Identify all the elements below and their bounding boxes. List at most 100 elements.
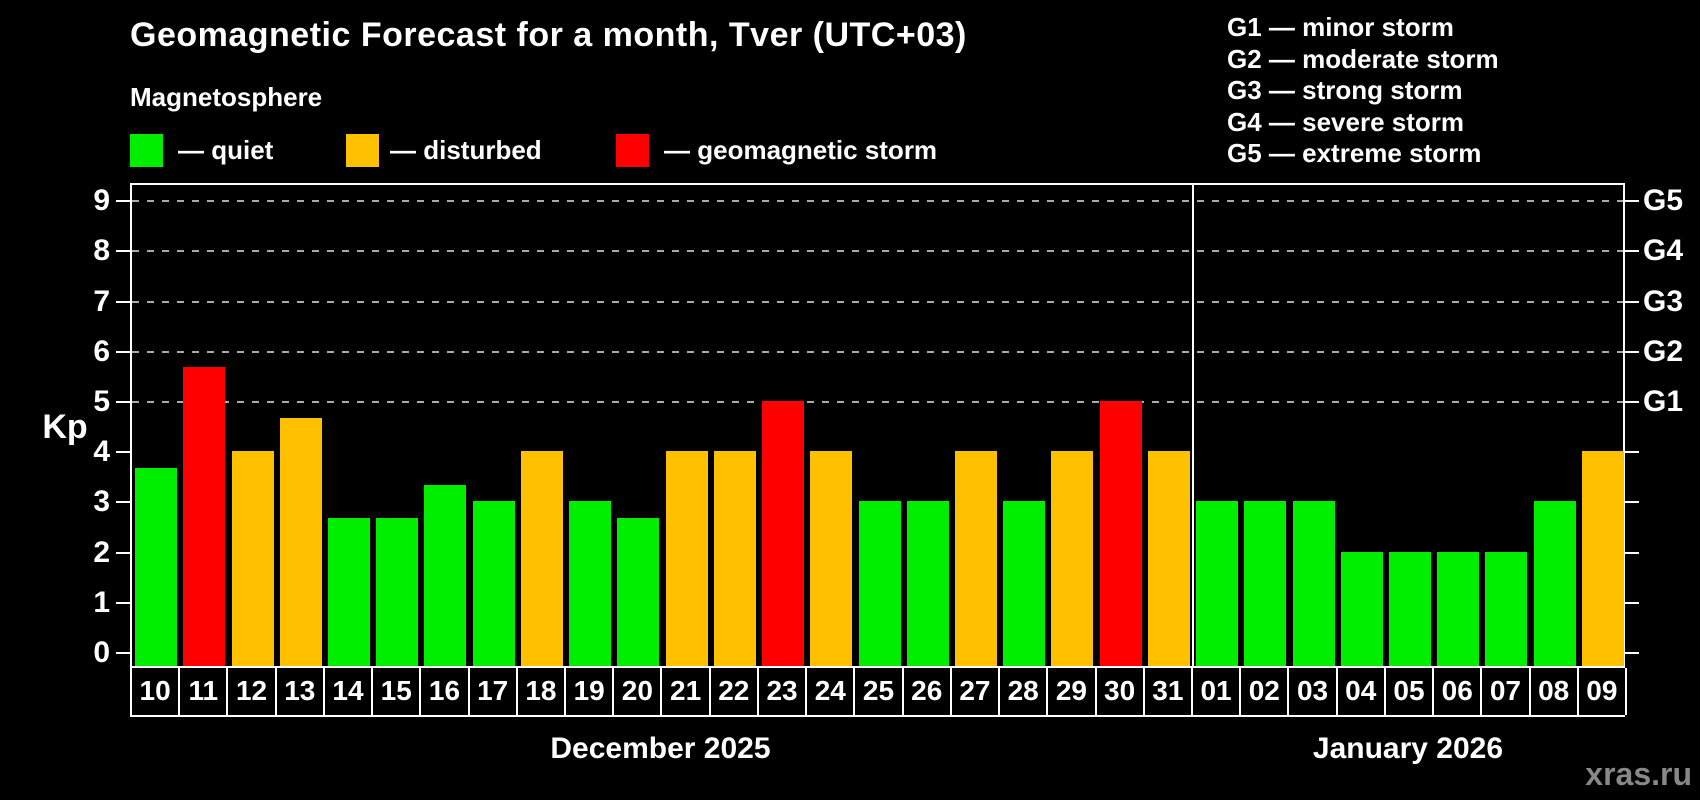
y-tick-label-8: 8 — [93, 234, 110, 268]
date-cell-22: 22 — [711, 668, 759, 715]
date-cell-31: 31 — [1145, 668, 1193, 715]
left-tick-kp8 — [116, 250, 130, 253]
kp-bar-19 — [569, 501, 612, 666]
chart-title: Geomagnetic Forecast for a month, Tver (… — [130, 16, 967, 54]
kp-bar-16 — [424, 484, 467, 666]
kp-bar-12 — [231, 451, 274, 666]
date-cell-23: 23 — [759, 668, 808, 715]
date-cell-11: 11 — [180, 668, 229, 715]
date-cell-12: 12 — [228, 668, 277, 715]
kp-bar-06 — [1437, 551, 1480, 666]
kp-bar-22 — [713, 451, 756, 666]
month-label-december: December 2025 — [550, 732, 771, 765]
date-cell-04: 04 — [1338, 668, 1386, 715]
plot-area — [130, 183, 1625, 668]
right-tick-kp9 — [1625, 200, 1639, 203]
y-tick-label-4: 4 — [93, 435, 110, 469]
disturbed-legend-label: — disturbed — [390, 135, 542, 165]
kp-bar-08 — [1533, 501, 1576, 666]
g-axis-label-G2: G2 — [1643, 334, 1684, 368]
y-axis-title: Kp — [42, 408, 88, 446]
date-cell-24: 24 — [807, 668, 856, 715]
g-axis-label-G1: G1 — [1643, 385, 1684, 418]
left-tick-kp1 — [116, 601, 130, 604]
date-cell-07: 07 — [1482, 668, 1531, 715]
date-cell-01: 01 — [1193, 668, 1242, 715]
quiet-legend-swatch — [130, 134, 163, 167]
date-cell-14: 14 — [325, 668, 374, 715]
g-axis-label-G5: G5 — [1643, 184, 1684, 218]
quiet-legend-label: — quiet — [178, 135, 274, 165]
g-scale-legend: G1 — minor storm G2 — moderate storm G3 … — [1227, 12, 1499, 168]
left-tick-kp6 — [116, 350, 130, 353]
x-axis-date-row: 10 11 12 13 14 15 16 17 18 19 20 21 22 23 24 25 26 27 28 29… — [130, 668, 1627, 717]
g-axis-label-G4: G4 — [1643, 234, 1684, 268]
kp-bar-20 — [617, 517, 660, 666]
date-cell-29: 29 — [1048, 668, 1097, 715]
date-cell-09: 09 — [1579, 668, 1627, 715]
storm-legend-label: — geomagnetic storm — [664, 135, 938, 165]
date-cell-25: 25 — [855, 668, 904, 715]
left-tick-kp0 — [116, 652, 130, 654]
kp-bar-03 — [1292, 501, 1335, 666]
kp-bar-13 — [279, 417, 322, 666]
month-divider — [1191, 185, 1194, 666]
date-cell-21: 21 — [662, 668, 711, 715]
kp-bar-04 — [1340, 551, 1383, 666]
y-tick-label-9: 9 — [93, 184, 110, 218]
right-tick-kp0 — [1625, 652, 1639, 654]
right-tick-kp4 — [1625, 451, 1639, 454]
date-cell-10: 10 — [132, 668, 181, 715]
left-tick-kp4 — [116, 451, 130, 454]
storm-legend-swatch — [616, 134, 649, 167]
kp-bar-17 — [472, 501, 515, 666]
gridline-kp6 — [132, 350, 1623, 353]
disturbed-legend-swatch — [346, 134, 379, 167]
kp-bar-11 — [183, 367, 226, 666]
left-tick-kp2 — [116, 551, 130, 554]
magnetosphere-label: Magnetosphere — [130, 82, 323, 112]
left-tick-kp5 — [116, 401, 130, 403]
gridline-kp9 — [132, 200, 1623, 203]
y-tick-label-3: 3 — [93, 485, 110, 519]
date-cell-15: 15 — [373, 668, 422, 715]
kp-bar-14 — [328, 517, 371, 666]
kp-bar-02 — [1244, 501, 1287, 666]
right-tick-kp6 — [1625, 350, 1639, 353]
kp-bar-24 — [810, 451, 853, 666]
watermark: xras.ru — [1585, 756, 1692, 792]
gridline-kp7 — [132, 300, 1623, 303]
kp-bar-07 — [1485, 551, 1528, 666]
right-tick-kp1 — [1625, 601, 1639, 604]
right-tick-kp5 — [1625, 401, 1639, 403]
right-tick-kp2 — [1625, 551, 1639, 554]
y-tick-label-2: 2 — [93, 535, 110, 569]
kp-bar-01 — [1196, 501, 1239, 666]
g-axis-label-G3: G3 — [1643, 284, 1684, 318]
right-tick-kp3 — [1625, 501, 1639, 504]
kp-bar-15 — [376, 517, 419, 666]
y-tick-label-6: 6 — [93, 334, 110, 368]
kp-bar-21 — [665, 451, 708, 666]
date-cell-13: 13 — [277, 668, 325, 715]
date-cell-20: 20 — [614, 668, 663, 715]
kp-bar-28 — [1003, 501, 1046, 666]
month-label-january: January 2026 — [1312, 732, 1504, 765]
left-tick-kp7 — [116, 300, 130, 303]
gridline-kp5 — [132, 401, 1623, 403]
date-cell-08: 08 — [1531, 668, 1579, 715]
date-cell-05: 05 — [1386, 668, 1435, 715]
date-cell-27: 27 — [952, 668, 1001, 715]
gridline-kp8 — [132, 250, 1623, 253]
kp-bar-10 — [135, 467, 178, 666]
kp-bar-18 — [520, 451, 563, 666]
right-tick-kp7 — [1625, 300, 1639, 303]
kp-bar-30 — [1099, 401, 1142, 666]
date-cell-02: 02 — [1241, 668, 1290, 715]
kp-bar-05 — [1388, 551, 1431, 666]
y-tick-label-0: 0 — [93, 636, 110, 669]
kp-bar-23 — [762, 401, 805, 666]
date-cell-03: 03 — [1289, 668, 1338, 715]
date-cell-16: 16 — [421, 668, 470, 715]
